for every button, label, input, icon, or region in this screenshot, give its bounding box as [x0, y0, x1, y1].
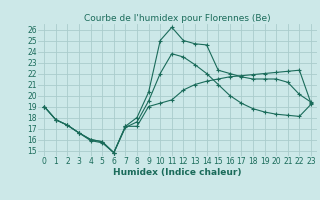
- Title: Courbe de l'humidex pour Florennes (Be): Courbe de l'humidex pour Florennes (Be): [84, 14, 271, 23]
- X-axis label: Humidex (Indice chaleur): Humidex (Indice chaleur): [113, 168, 242, 177]
